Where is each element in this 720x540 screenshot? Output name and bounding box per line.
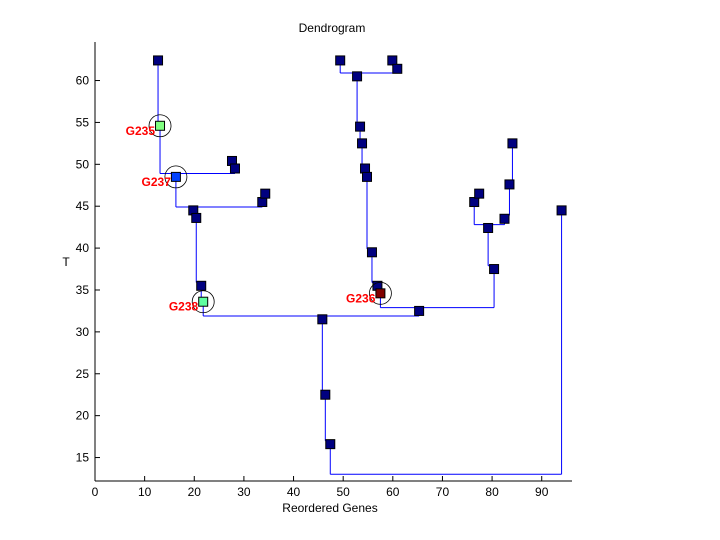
node <box>362 171 373 182</box>
node <box>153 55 164 66</box>
node <box>469 197 480 208</box>
node <box>414 305 425 316</box>
x-tick-label: 0 <box>92 485 99 499</box>
node <box>387 55 398 66</box>
highlighted-node <box>155 120 166 131</box>
x-tick-label: 20 <box>188 485 202 499</box>
y-tick-label: 55 <box>76 115 90 129</box>
node <box>229 163 240 174</box>
y-tick-label: 25 <box>76 367 90 381</box>
y-tick-label: 45 <box>76 199 90 213</box>
x-tick-label: 30 <box>237 485 251 499</box>
nodes: G235 G237 G238 G236 <box>126 55 567 450</box>
node <box>320 389 331 400</box>
node-label: G237 <box>142 175 172 189</box>
y-axis-label: T <box>62 255 70 269</box>
y-tick-label: 15 <box>76 451 90 465</box>
node <box>507 138 518 149</box>
node <box>335 55 346 66</box>
highlight-circle <box>148 114 172 138</box>
x-tick-label: 80 <box>485 485 499 499</box>
y-tick-label: 50 <box>76 157 90 171</box>
node <box>504 179 515 190</box>
node <box>489 264 500 275</box>
x-tick-label: 50 <box>336 485 350 499</box>
chart-title: Dendrogram <box>299 21 366 35</box>
y-tick-label: 40 <box>76 241 90 255</box>
node-label: G238 <box>169 300 199 314</box>
node-label: G235 <box>126 124 156 138</box>
node <box>355 121 366 132</box>
highlighted-node <box>198 296 209 307</box>
node <box>360 163 371 174</box>
node <box>474 188 485 199</box>
node <box>196 280 207 291</box>
node <box>392 63 403 74</box>
x-axis-label: Reordered Genes <box>282 501 377 515</box>
node <box>257 197 268 208</box>
node <box>325 439 336 450</box>
x-tick-label: 60 <box>386 485 400 499</box>
node <box>556 205 567 216</box>
y-tick-label: 35 <box>76 283 90 297</box>
axes: 0 10 20 30 40 50 60 70 80 90 15 20 25 30 35 40 45 50 55 60 <box>76 42 572 499</box>
y-tick-label: 30 <box>76 325 90 339</box>
node <box>483 222 494 233</box>
highlighted-node <box>375 288 386 299</box>
node <box>357 138 368 149</box>
node <box>366 247 377 258</box>
y-tick-label: 60 <box>76 74 90 88</box>
x-tick-label: 40 <box>287 485 301 499</box>
x-tick-label: 70 <box>436 485 450 499</box>
node <box>499 213 510 224</box>
x-tick-label: 90 <box>535 485 549 499</box>
node-label: G236 <box>346 291 376 305</box>
highlight-circle <box>191 290 215 314</box>
node <box>352 71 363 82</box>
node <box>317 314 328 325</box>
node <box>191 212 202 223</box>
highlighted-node <box>170 171 181 182</box>
highlight-circle <box>164 165 188 189</box>
x-tick-label: 10 <box>138 485 152 499</box>
y-tick-label: 20 <box>76 409 90 423</box>
node <box>260 188 271 199</box>
highlight-circle <box>369 281 392 305</box>
